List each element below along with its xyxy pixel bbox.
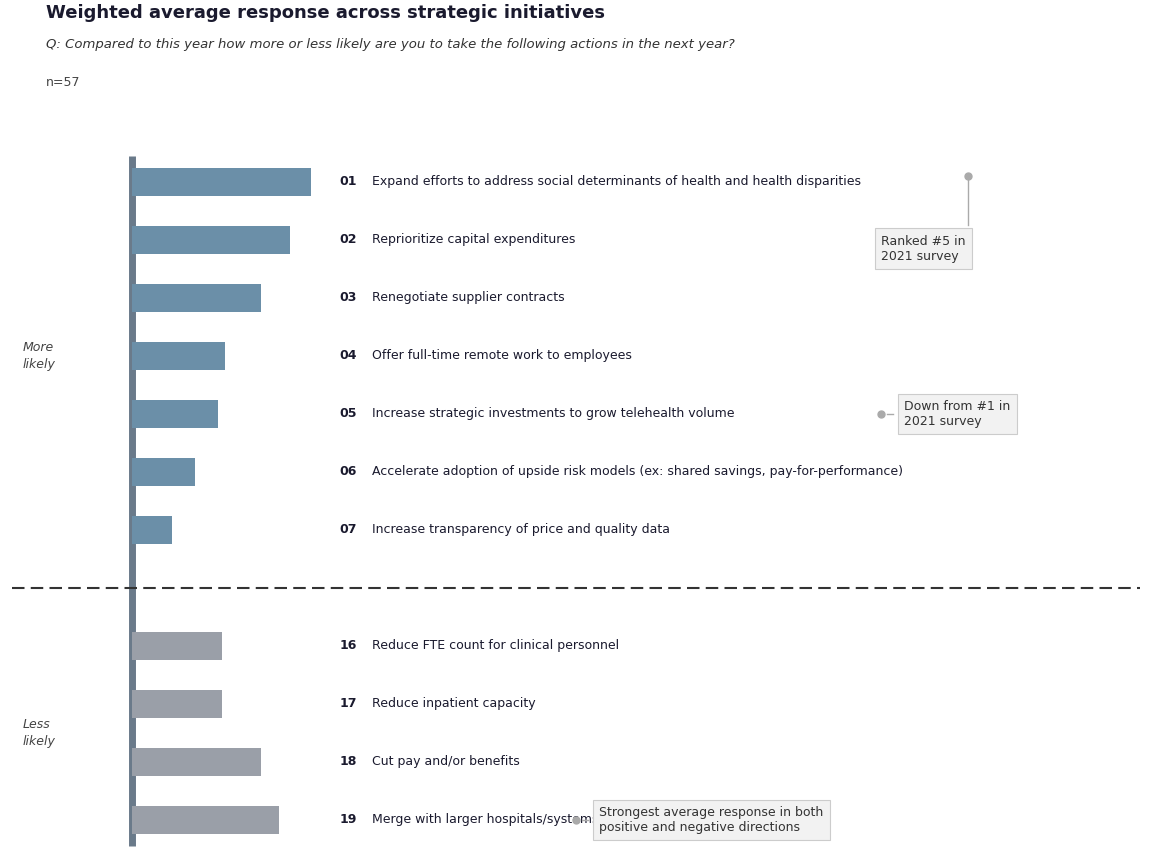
Bar <box>132 690 221 718</box>
Text: 16: 16 <box>340 639 357 652</box>
Text: 02: 02 <box>340 233 357 246</box>
Text: Increase strategic investments to grow telehealth volume: Increase strategic investments to grow t… <box>372 408 735 420</box>
Bar <box>132 458 195 486</box>
Bar <box>132 748 262 776</box>
Bar <box>132 342 226 370</box>
Text: 19: 19 <box>340 813 357 826</box>
Text: Reduce FTE count for clinical personnel: Reduce FTE count for clinical personnel <box>372 639 620 652</box>
Text: Weighted average response across strategic initiatives: Weighted average response across strateg… <box>46 4 605 22</box>
Text: 07: 07 <box>340 524 357 537</box>
Bar <box>132 284 262 312</box>
Text: Renegotiate supplier contracts: Renegotiate supplier contracts <box>372 291 564 304</box>
Text: Less
likely: Less likely <box>23 718 56 748</box>
Text: Reprioritize capital expenditures: Reprioritize capital expenditures <box>372 233 576 246</box>
Text: Q: Compared to this year how more or less likely are you to take the following a: Q: Compared to this year how more or les… <box>46 38 735 51</box>
Text: Reduce inpatient capacity: Reduce inpatient capacity <box>372 698 536 711</box>
Text: 04: 04 <box>340 350 357 363</box>
Text: Strongest average response in both
positive and negative directions: Strongest average response in both posit… <box>599 806 824 834</box>
Bar <box>132 516 172 544</box>
Text: 18: 18 <box>340 756 357 768</box>
Text: 17: 17 <box>340 698 357 711</box>
Text: Merge with larger hospitals/systems: Merge with larger hospitals/systems <box>372 813 599 826</box>
Text: Accelerate adoption of upside risk models (ex: shared savings, pay-for-performan: Accelerate adoption of upside risk model… <box>372 465 903 478</box>
Bar <box>132 806 279 834</box>
Text: Down from #1 in
2021 survey: Down from #1 in 2021 survey <box>904 400 1010 428</box>
Text: Ranked #5 in
2021 survey: Ranked #5 in 2021 survey <box>881 234 965 262</box>
Bar <box>132 632 221 660</box>
Bar <box>132 226 289 254</box>
Text: More
likely: More likely <box>23 340 56 371</box>
Text: Expand efforts to address social determinants of health and health disparities: Expand efforts to address social determi… <box>372 176 861 188</box>
Text: n=57: n=57 <box>46 76 81 89</box>
Bar <box>132 168 311 196</box>
Text: Cut pay and/or benefits: Cut pay and/or benefits <box>372 756 520 768</box>
Text: 05: 05 <box>340 408 357 420</box>
Text: 01: 01 <box>340 176 357 188</box>
Bar <box>132 400 218 428</box>
Text: 03: 03 <box>340 291 357 304</box>
Text: 06: 06 <box>340 465 357 478</box>
Text: Offer full-time remote work to employees: Offer full-time remote work to employees <box>372 350 632 363</box>
Text: Increase transparency of price and quality data: Increase transparency of price and quali… <box>372 524 670 537</box>
